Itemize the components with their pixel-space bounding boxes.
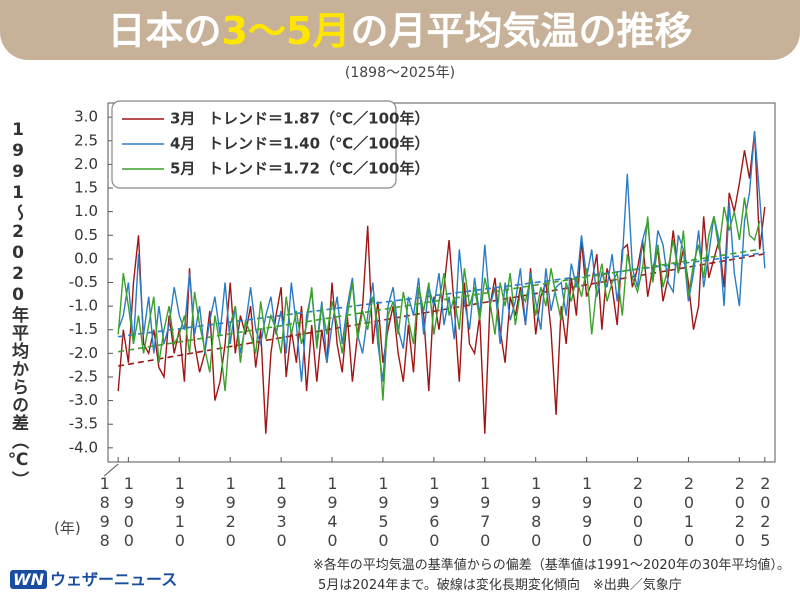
data-line bbox=[117, 131, 766, 382]
note: ※各年の平均気温の基準値からの偏差（基準値は1991〜2020年の30年平均値）… bbox=[312, 558, 790, 573]
x-tick-label: 1970 bbox=[475, 474, 495, 550]
note: 5月は2024年まで。破線は変化長期変化傾向 ※出典／気象庁 bbox=[318, 578, 682, 593]
title-part: の月平均気温の推移 bbox=[350, 9, 693, 53]
legend-label: 5月 bbox=[170, 160, 195, 178]
y-tick-label: 1.0 bbox=[74, 202, 98, 220]
y-axis-label: 1991〜2020年平均からの差（℃） bbox=[8, 120, 28, 489]
y-tick-label: 2.5 bbox=[74, 131, 98, 149]
x-tick-connector bbox=[103, 463, 119, 477]
y-tick-label: -2.0 bbox=[69, 344, 98, 362]
y-tick-label: 3.0 bbox=[74, 108, 98, 126]
y-tick-label: -3.0 bbox=[69, 391, 98, 409]
legend-box bbox=[111, 100, 397, 189]
y-tick-label: 0.5 bbox=[74, 226, 98, 244]
x-tick-label: 1960 bbox=[424, 474, 444, 550]
x-tick-label: 2010 bbox=[679, 474, 699, 550]
logo-text: ウェザーニュース bbox=[50, 570, 178, 589]
logo: WN ウェザーニュース bbox=[10, 566, 177, 590]
x-tick-label: 1990 bbox=[577, 474, 597, 550]
x-tick-label: 1910 bbox=[170, 474, 190, 550]
trend-line bbox=[118, 251, 765, 338]
trend-line bbox=[118, 248, 760, 353]
title-part: 日本の bbox=[107, 9, 222, 53]
y-tick-label: -1.5 bbox=[69, 320, 98, 338]
y-tick-label: -4.0 bbox=[69, 438, 98, 456]
y-tick-label: -0.5 bbox=[69, 273, 98, 291]
x-tick-label: 1900 bbox=[119, 474, 139, 550]
legend-trend: トレンド＝1.72（℃／100年） bbox=[208, 160, 430, 178]
title-part: 3〜5月 bbox=[221, 9, 351, 53]
x-tick-label: 1980 bbox=[526, 474, 546, 550]
x-tick-label: 1940 bbox=[323, 474, 343, 550]
x-tick-label: 1920 bbox=[221, 474, 241, 550]
legend-label: 4月 bbox=[170, 135, 195, 153]
x-tick-label: 1930 bbox=[272, 474, 292, 550]
y-tick-label: 2.0 bbox=[74, 155, 98, 173]
legend-trend: トレンド＝1.40（℃／100年） bbox=[208, 135, 430, 153]
y-tick-label: -2.5 bbox=[69, 367, 98, 385]
y-tick-label: 1.5 bbox=[74, 179, 98, 197]
x-tick-label: 2025 bbox=[755, 474, 775, 550]
legend-label: 3月 bbox=[170, 110, 195, 128]
data-line bbox=[117, 197, 761, 401]
legend-trend: トレンド＝1.87（℃／100年） bbox=[208, 110, 430, 128]
y-tick-label: -3.5 bbox=[69, 415, 98, 433]
x-tick-label: 1950 bbox=[373, 474, 393, 550]
y-tick-label: 0.0 bbox=[74, 249, 98, 267]
x-tick-label: 2020 bbox=[730, 474, 750, 550]
x-tick-label: 1898 bbox=[95, 474, 115, 550]
x-tick-label: 2000 bbox=[628, 474, 648, 550]
x-axis-label: (年) bbox=[54, 519, 81, 537]
y-tick-label: -1.0 bbox=[69, 297, 98, 315]
logo-mark: WN bbox=[10, 570, 48, 589]
subtitle: (1898〜2025年) bbox=[344, 65, 456, 81]
title-banner: 日本の3〜5月の月平均気温の推移 bbox=[0, 0, 800, 60]
